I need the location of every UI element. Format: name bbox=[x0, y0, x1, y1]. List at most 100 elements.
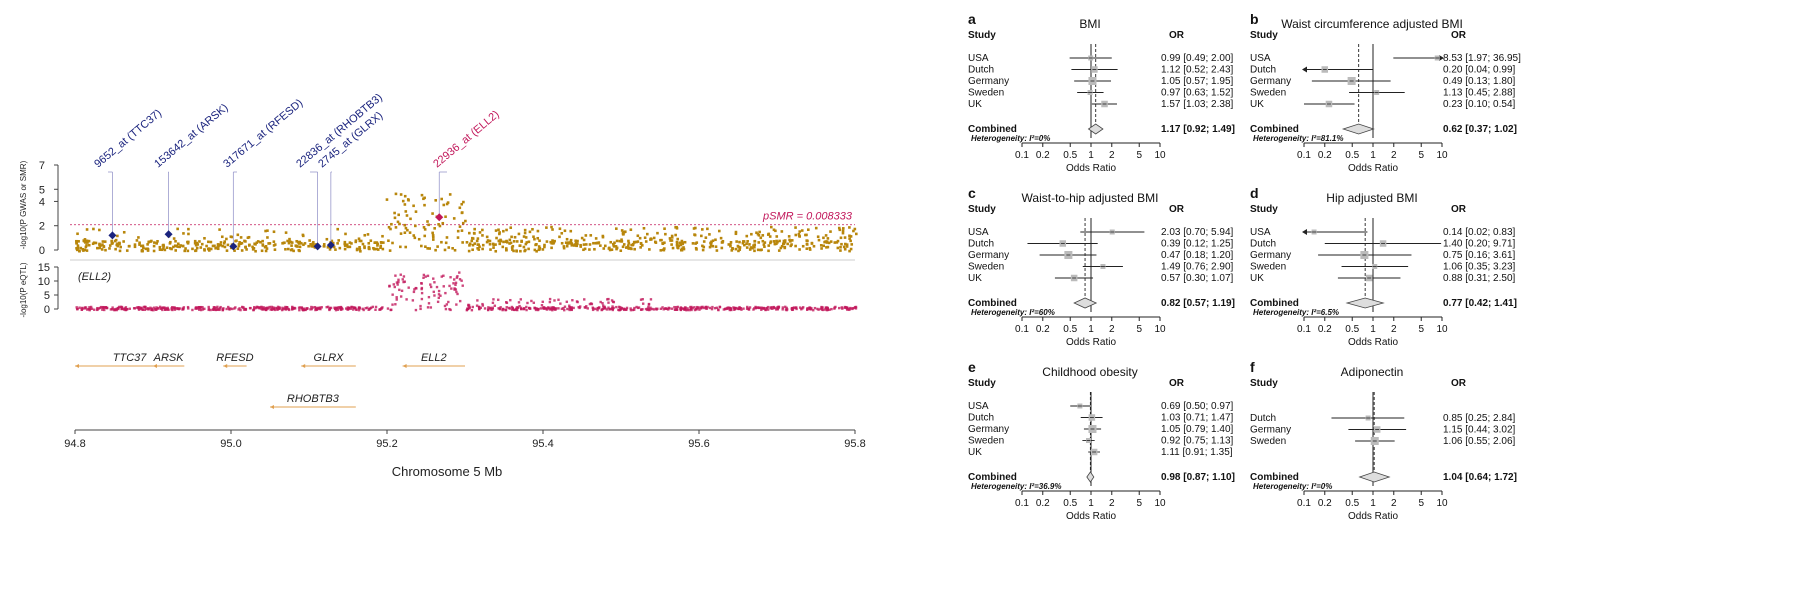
gwas-point bbox=[264, 229, 267, 233]
gwas-point bbox=[775, 242, 778, 246]
gwas-point bbox=[626, 246, 629, 249]
gwas-point bbox=[290, 241, 294, 244]
or-header: OR bbox=[1169, 378, 1185, 389]
eqtl-point bbox=[519, 306, 523, 310]
gwas-point bbox=[244, 245, 247, 249]
gwas-point bbox=[394, 192, 398, 196]
gwas-point bbox=[330, 239, 334, 243]
gwas-point bbox=[388, 249, 392, 252]
gwas-point bbox=[629, 228, 633, 232]
eqtl-point bbox=[186, 305, 190, 309]
eqtl-point bbox=[647, 303, 651, 306]
gene-label: TTC37 bbox=[113, 352, 148, 364]
eqtl-point bbox=[328, 308, 331, 312]
combined-diamond bbox=[1341, 123, 1375, 135]
eqtl-point bbox=[272, 307, 276, 311]
gwas-point bbox=[757, 241, 761, 244]
gwas-point bbox=[537, 245, 541, 248]
gwas-point bbox=[594, 237, 598, 240]
gwas-point bbox=[735, 240, 738, 243]
eqtl-point bbox=[145, 307, 148, 311]
gwas-point bbox=[186, 242, 190, 245]
eqtl-point bbox=[702, 306, 706, 310]
eqtl-point bbox=[454, 281, 458, 284]
eqtl-point bbox=[449, 276, 452, 279]
forest-x-tick-label: 2 bbox=[1109, 498, 1115, 509]
gwas-point bbox=[758, 230, 761, 234]
eqtl-point bbox=[760, 308, 763, 311]
gwas-point bbox=[552, 242, 555, 245]
gwas-point bbox=[675, 225, 678, 229]
gwas-point bbox=[822, 244, 825, 248]
gwas-point bbox=[621, 245, 625, 249]
eqtl-point bbox=[813, 306, 817, 310]
gwas-point bbox=[373, 247, 376, 251]
study-header: Study bbox=[1250, 204, 1278, 215]
gwas-point bbox=[841, 229, 845, 233]
eqtl-point bbox=[267, 306, 270, 309]
eqtl-point bbox=[447, 300, 450, 304]
gwas-point bbox=[375, 241, 379, 244]
gwas-point bbox=[478, 245, 481, 249]
gwas-point bbox=[357, 237, 361, 241]
eqtl-point bbox=[685, 308, 688, 312]
eqtl-point bbox=[103, 308, 106, 312]
gwas-point bbox=[741, 241, 745, 245]
eqtl-point bbox=[764, 308, 767, 312]
gwas-point bbox=[464, 219, 467, 223]
gwas-point bbox=[443, 248, 447, 252]
heterogeneity-text: Heterogeneity: I²=36.9% bbox=[971, 482, 1061, 491]
forest-panel-f: f Adiponectin Study OR Dutch 0.85 [0.25; 2.84… bbox=[1250, 359, 1517, 522]
panel-title: Adiponectin bbox=[1341, 365, 1404, 379]
gwas-point bbox=[575, 244, 579, 248]
eqtl-point bbox=[548, 308, 552, 311]
gwas-point bbox=[774, 229, 777, 233]
gwas-point bbox=[522, 235, 526, 238]
panel-letter: d bbox=[1250, 185, 1259, 201]
locus-x-tick-label: 95.0 bbox=[220, 438, 241, 450]
eqtl-point bbox=[111, 306, 114, 309]
gwas-point bbox=[702, 240, 706, 243]
eqtl-point bbox=[647, 308, 650, 311]
gwas-point bbox=[531, 227, 534, 231]
gwas-point bbox=[570, 242, 574, 245]
locus-x-axis-title: Chromosome 5 Mb bbox=[392, 464, 503, 479]
combined-or-text: 1.04 [0.64; 1.72] bbox=[1443, 472, 1517, 483]
gwas-point bbox=[786, 242, 789, 246]
gwas-point bbox=[187, 232, 190, 236]
eqtl-point bbox=[432, 290, 435, 294]
study-label: Sweden bbox=[1250, 88, 1286, 99]
eqtl-y-tick-label: 15 bbox=[38, 262, 50, 274]
eqtl-point bbox=[397, 280, 400, 284]
gwas-point bbox=[852, 229, 855, 233]
gwas-point bbox=[694, 242, 697, 245]
gwas-point bbox=[76, 246, 80, 250]
eqtl-point bbox=[786, 308, 789, 311]
gwas-point bbox=[826, 237, 830, 240]
eqtl-point bbox=[649, 298, 653, 301]
eqtl-point bbox=[670, 307, 674, 310]
gwas-point bbox=[470, 236, 474, 240]
eqtl-point bbox=[194, 306, 198, 310]
eqtl-point bbox=[599, 300, 602, 304]
gwas-point bbox=[244, 240, 247, 243]
gwas-point bbox=[659, 238, 662, 242]
eqtl-point bbox=[560, 307, 564, 311]
eqtl-point bbox=[391, 303, 394, 306]
eqtl-point bbox=[203, 307, 206, 311]
gwas-point bbox=[440, 197, 443, 201]
gwas-point bbox=[783, 246, 787, 250]
gwas-point bbox=[152, 249, 156, 253]
eqtl-point bbox=[459, 299, 462, 303]
eqtl-point bbox=[471, 305, 474, 309]
gwas-point bbox=[650, 237, 653, 241]
probe-label: 153642_at (ARSK) bbox=[152, 102, 230, 171]
gwas-point bbox=[782, 239, 786, 243]
gwas-point bbox=[267, 242, 270, 245]
eqtl-point bbox=[261, 306, 264, 309]
gwas-point bbox=[777, 249, 781, 252]
gwas-point bbox=[203, 249, 206, 252]
gwas-point bbox=[509, 226, 513, 229]
study-label: Germany bbox=[968, 424, 1009, 435]
gwas-point bbox=[172, 245, 175, 249]
